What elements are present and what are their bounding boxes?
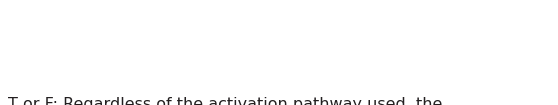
Text: T or F: Regardless of the activation pathway used, the
complement system always : T or F: Regardless of the activation pat… bbox=[8, 97, 535, 105]
